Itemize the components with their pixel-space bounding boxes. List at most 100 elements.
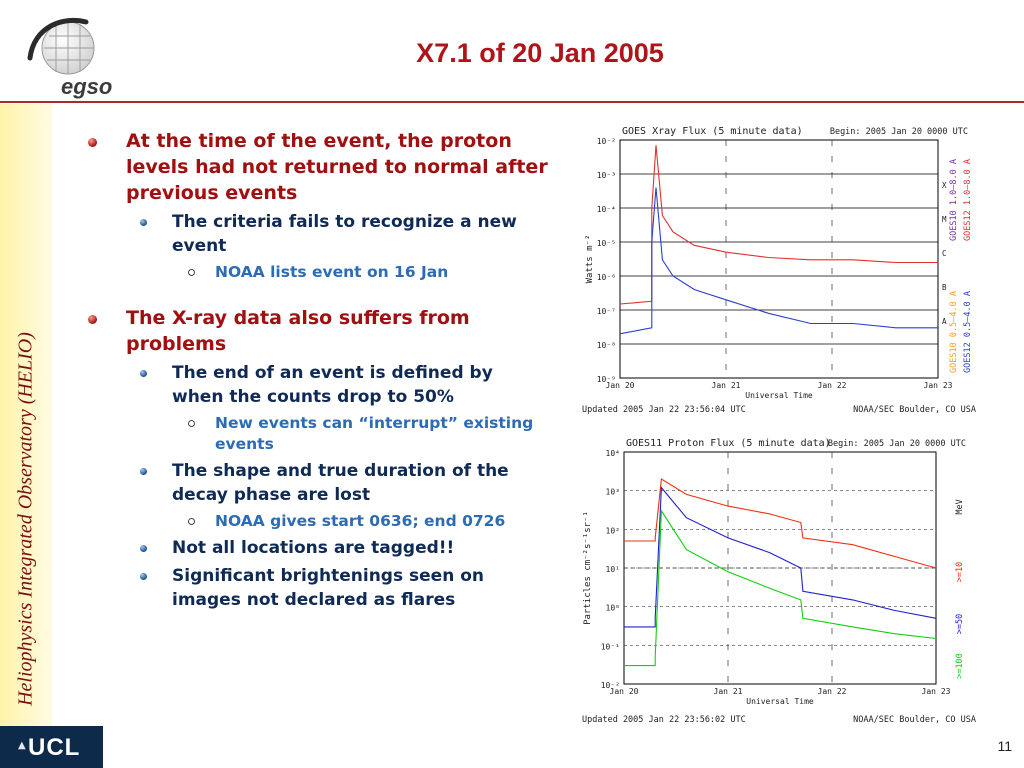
updated-label: Updated 2005 Jan 22 23:56:04 UTC — [582, 405, 746, 415]
ucl-logo: ▲ UCL — [0, 726, 103, 768]
bullet-text: Not all locations are tagged!! — [172, 538, 455, 558]
bullet-level-2: The shape and true duration of the decay… — [88, 459, 550, 507]
bullet-text: The criteria fails to recognize a new ev… — [172, 212, 517, 256]
egso-logo: egso — [24, 14, 112, 99]
bullet-level-1: At the time of the event, the proton lev… — [88, 128, 550, 206]
flare-class-label: M — [942, 215, 947, 224]
y-tick-label: 10² — [606, 526, 620, 535]
bullet-level-2: Significant brightenings seen on images … — [88, 564, 550, 612]
xray-flux-chart: GOES Xray Flux (5 minute data) Begin: 200… — [582, 126, 976, 415]
y-tick-label: 10⁻⁷ — [597, 307, 616, 316]
egso-logo-text: egso — [61, 74, 113, 99]
x-tick-label: Jan 23 — [922, 687, 951, 696]
begin-label: Begin: 2005 Jan 20 0000 UTC — [830, 127, 968, 137]
series-line — [624, 478, 937, 569]
bullet-list: At the time of the event, the proton lev… — [88, 128, 550, 612]
x-tick-label: Jan 20 — [610, 687, 639, 696]
bullet-level-2: The criteria fails to recognize a new ev… — [88, 210, 550, 258]
bullet-text: The shape and true duration of the decay… — [172, 461, 509, 505]
flare-class-label: A — [942, 317, 947, 326]
y-tick-label: 10⁻¹ — [601, 642, 620, 651]
bullet-level-3: New events can “interrupt” existing even… — [88, 413, 550, 455]
legend-label: >=10 — [955, 562, 965, 582]
y-tick-label: 10⁻⁵ — [597, 239, 616, 248]
source-label: NOAA/SEC Boulder, CO USA — [853, 405, 976, 415]
plot-frame — [619, 139, 939, 379]
bullet-icon — [140, 370, 147, 377]
y-tick-label: 10⁻⁶ — [597, 273, 616, 282]
x-axis-label: Universal Time — [746, 697, 814, 706]
page-title: X7.1 of 20 Jan 2005 — [416, 38, 664, 68]
flare-class-label: X — [942, 181, 947, 190]
source-label: NOAA/SEC Boulder, CO USA — [853, 715, 976, 725]
x-tick-label: Jan 20 — [606, 381, 635, 390]
flare-class-label: C — [942, 249, 947, 258]
bullet-text: New events can “interrupt” existing even… — [215, 414, 534, 453]
bullet-level-2: The end of an event is defined by when t… — [88, 361, 550, 409]
bullet-level-3: NOAA gives start 0636; end 0726 — [88, 511, 550, 532]
bullet-icon — [140, 573, 147, 580]
bullet-text: Significant brightenings seen on images … — [172, 566, 484, 610]
bullet-icon — [140, 468, 147, 475]
xray-flux-plot: GOES Xray Flux (5 minute data) Begin: 200… — [578, 120, 980, 420]
legend-label: >=50 — [955, 614, 965, 634]
y-tick-label: 10⁻⁸ — [597, 341, 616, 350]
proton-flux-chart: GOES11 Proton Flux (5 minute data)Begin:… — [582, 438, 976, 725]
series-line — [624, 486, 937, 628]
y-axis-label: Particles cm⁻²s⁻¹sr⁻¹ — [583, 511, 593, 625]
sidebar-title: Heliophysics Integrated Observatory (HEL… — [14, 332, 37, 706]
legend-label: GOES10 0.5–4.0 A — [949, 291, 959, 373]
y-tick-label: 10⁰ — [606, 604, 620, 613]
ucl-mark-icon: ▲ — [18, 740, 26, 751]
legend-label: >=100 — [955, 653, 965, 679]
series-line — [619, 145, 938, 305]
y-tick-label: 10⁻⁹ — [597, 375, 616, 384]
x-tick-label: Jan 22 — [818, 687, 847, 696]
legend-label: GOES12 1.0–8.0 A — [963, 159, 973, 241]
x-tick-label: Jan 22 — [818, 381, 847, 390]
y-tick-label: 10⁻² — [601, 681, 620, 690]
x-tick-label: Jan 23 — [924, 381, 953, 390]
sidebar: Heliophysics Integrated Observatory (HEL… — [0, 104, 52, 726]
bullet-level-1: The X-ray data also suffers from problem… — [88, 305, 550, 357]
y-axis-label: Watts m⁻² — [585, 235, 595, 284]
y-tick-label: 10¹ — [606, 565, 620, 574]
proton-flux-plot: GOES11 Proton Flux (5 minute data) Begin:… — [578, 432, 980, 728]
bullet-icon — [188, 420, 195, 427]
begin-label: Begin: 2005 Jan 20 0000 UTC — [828, 439, 966, 449]
page-number: 11 — [997, 738, 1012, 754]
bullet-level-3: NOAA lists event on 16 Jan — [88, 262, 550, 283]
legend-label: GOES10 1.0–8.0 A — [949, 159, 959, 241]
bullet-icon — [88, 138, 97, 147]
x-tick-label: Jan 21 — [712, 381, 741, 390]
y-tick-label: 10⁻³ — [597, 171, 616, 180]
y-tick-label: 10⁻² — [597, 137, 616, 146]
series-line — [624, 509, 937, 667]
title-divider — [0, 101, 1024, 103]
chart-title: GOES11 Proton Flux (5 minute data) — [626, 438, 831, 449]
chart-title: GOES Xray Flux (5 minute data) — [622, 126, 803, 137]
updated-label: Updated 2005 Jan 22 23:56:02 UTC — [582, 715, 746, 725]
bullet-text: The X-ray data also suffers from problem… — [126, 307, 470, 355]
bullet-text: NOAA gives start 0636; end 0726 — [215, 512, 506, 530]
ucl-logo-text: UCL — [28, 734, 81, 761]
y-tick-label: 10⁴ — [606, 449, 620, 458]
bullet-icon — [188, 269, 195, 276]
bullet-icon — [140, 545, 147, 552]
y-tick-label: 10⁻⁴ — [597, 205, 616, 214]
bullet-text: The end of an event is defined by when t… — [172, 363, 493, 407]
bullet-text: NOAA lists event on 16 Jan — [215, 263, 449, 281]
bullet-icon — [140, 219, 147, 226]
y-tick-label: 10³ — [606, 488, 620, 497]
legend-label: GOES12 0.5–4.0 A — [963, 291, 973, 373]
x-axis-label: Universal Time — [745, 391, 813, 400]
globe-icon — [27, 17, 95, 75]
x-tick-label: Jan 21 — [714, 687, 743, 696]
unit-label: MeV — [955, 499, 965, 514]
bullet-icon — [188, 518, 195, 525]
bullet-icon — [88, 315, 97, 324]
flare-class-label: B — [942, 283, 947, 292]
series-line — [619, 187, 938, 335]
bullet-level-2: Not all locations are tagged!! — [88, 536, 550, 560]
bullet-text: At the time of the event, the proton lev… — [126, 130, 548, 204]
